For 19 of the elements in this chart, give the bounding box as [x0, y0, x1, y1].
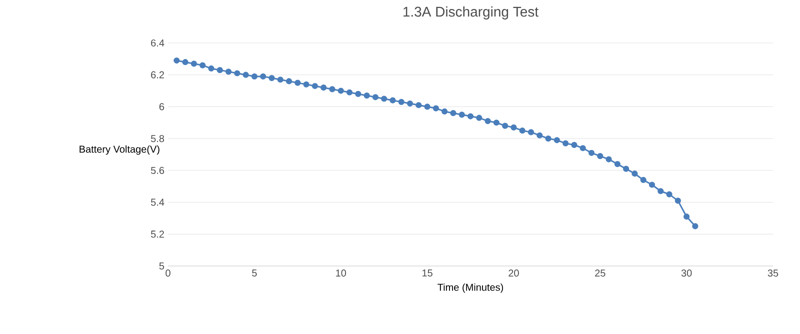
- x-tick-label: 0: [166, 270, 170, 277]
- y-tick-label: 6.2: [151, 71, 164, 78]
- x-tick-label: 35: [768, 270, 778, 277]
- y-tick-label: 6: [159, 103, 164, 110]
- y-axis-title: Battery Voltage(V): [80, 145, 160, 155]
- x-tick-label: 25: [595, 270, 606, 277]
- y-tick-label: 5: [159, 262, 164, 270]
- x-tick-label: 10: [336, 270, 346, 277]
- y-tick-label: 5.4: [150, 198, 164, 206]
- chart-title: 1.3A Discharging Test: [403, 6, 538, 20]
- x-tick-label: 20: [508, 270, 519, 277]
- x-tick-label: 15: [422, 270, 432, 276]
- y-tick-label: 5.6: [150, 166, 164, 174]
- y-tick-label: 5.2: [150, 230, 164, 238]
- x-tick-label: 30: [681, 270, 692, 277]
- x-tick-label: 5: [252, 270, 257, 276]
- y-tick-label: 5.8: [150, 135, 164, 142]
- x-axis-title: Time (Minutes): [438, 283, 504, 293]
- y-tick-label: 6.4: [151, 39, 164, 47]
